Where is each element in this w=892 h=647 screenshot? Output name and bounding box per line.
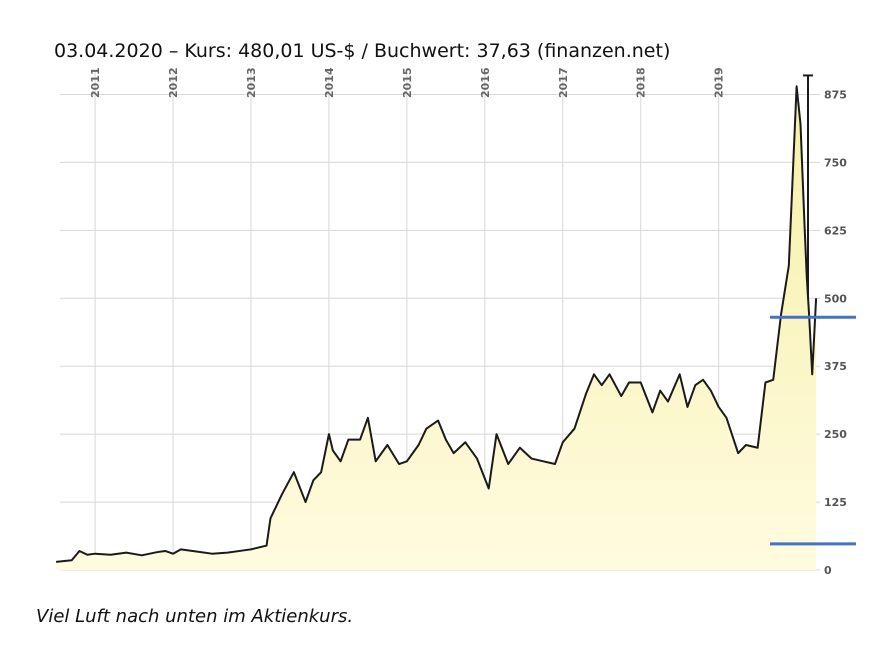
stock-chart: 2011 2012 2013 2014 2015 2016 2017 2018 2019 0 12… [55,67,856,577]
year-label: 2018 [635,67,648,98]
year-label: 2014 [323,67,336,98]
year-label: 2015 [401,67,414,98]
chart-title: 03.04.2020 – Kurs: 480,01 US-$ / Buchwer… [54,40,671,62]
price-area [55,85,818,570]
y-tick-label: 750 [824,156,847,169]
year-label: 2017 [557,67,570,98]
y-axis-labels: 0 125 250 375 500 625 750 875 [824,88,847,577]
y-tick-label: 875 [824,88,847,101]
year-label: 2012 [167,67,180,98]
y-tick-label: 375 [824,360,847,373]
price-area-fill [56,86,817,570]
y-tick-label: 250 [824,428,847,441]
year-label: 2013 [245,67,258,98]
year-label: 2011 [89,67,102,98]
y-tick-label: 125 [824,496,847,509]
year-label: 2016 [479,67,492,98]
y-tick-label: 625 [824,224,847,237]
price-line [55,85,818,563]
y-tick-label: 0 [824,564,832,577]
annotation-markers [770,74,856,546]
year-label: 2019 [713,67,726,98]
y-tick-label: 500 [824,292,847,305]
chart-caption: Viel Luft nach unten im Aktienkurs. [36,606,354,627]
year-labels: 2011 2012 2013 2014 2015 2016 2017 2018 2019 [89,67,726,98]
